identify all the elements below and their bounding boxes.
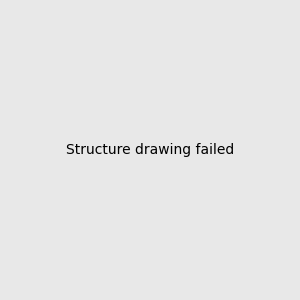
Text: Structure drawing failed: Structure drawing failed [66, 143, 234, 157]
